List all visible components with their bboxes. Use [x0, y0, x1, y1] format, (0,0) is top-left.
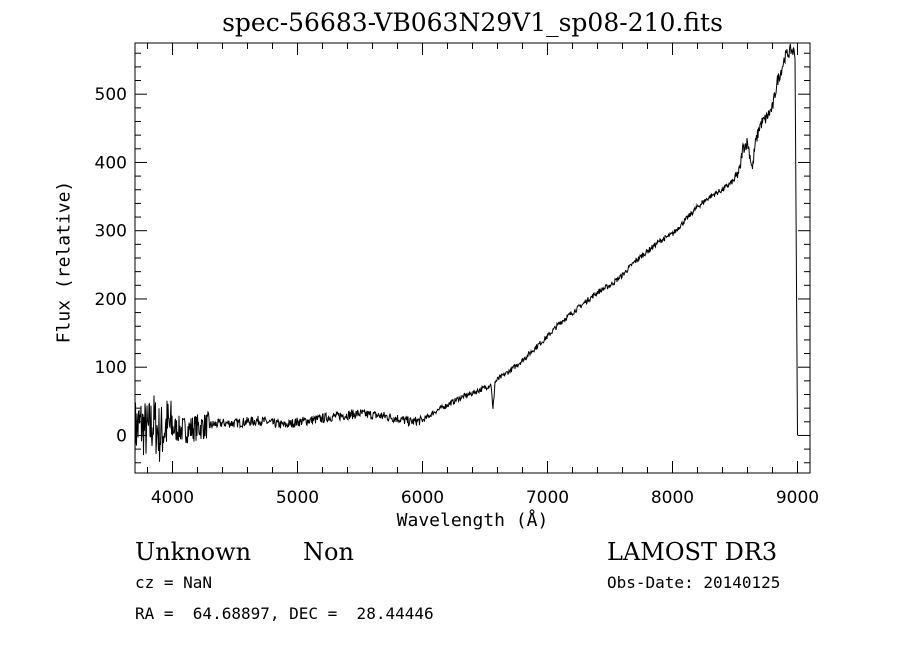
x-tick-label: 4000 — [151, 488, 194, 508]
survey-name: LAMOST DR3 — [607, 538, 778, 566]
spectrum-series — [134, 43, 798, 462]
y-tick-label: 400 — [95, 153, 127, 173]
object-class: Unknown — [135, 538, 252, 566]
x-axis-label: Wavelength (Å) — [396, 510, 549, 531]
y-tick-label: 0 — [116, 426, 127, 446]
y-tick-label: 100 — [95, 358, 127, 378]
coordinates-readout: RA = 64.68897, DEC = 28.44446 — [135, 604, 434, 623]
y-axis-label: Flux (relative) — [53, 180, 75, 344]
spectrum-line — [134, 43, 798, 462]
x-tick-label: 5000 — [276, 488, 319, 508]
y-tick-label: 200 — [95, 290, 127, 310]
tick-labels: 4000 5000 6000 7000 8000 9000 0 100 200 300 400 500 — [95, 85, 820, 508]
object-subclass: Non — [303, 538, 354, 566]
axis-ticks — [135, 43, 810, 473]
y-tick-label: 500 — [95, 85, 127, 105]
redshift-readout: cz = NaN — [135, 573, 213, 592]
chart-title: spec-56683-VB063N29V1_sp08-210.fits — [222, 8, 723, 37]
plot-frame — [134, 42, 811, 474]
x-tick-label: 9000 — [776, 488, 819, 508]
x-tick-label: 6000 — [401, 488, 444, 508]
x-tick-label: 7000 — [526, 488, 569, 508]
y-tick-label: 300 — [95, 222, 127, 242]
observation-date: Obs-Date: 20140125 — [607, 573, 781, 592]
x-tick-label: 8000 — [651, 488, 694, 508]
